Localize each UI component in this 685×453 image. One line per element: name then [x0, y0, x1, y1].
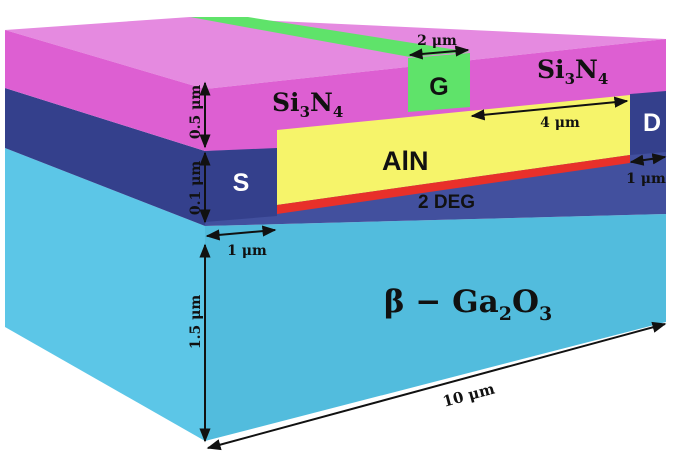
source-width-arrow	[205, 225, 277, 241]
gate-drain-arrow	[470, 96, 629, 121]
channel-label: 2 DEG	[418, 192, 475, 213]
dark-band-front	[5, 88, 205, 226]
gate-width-arrow	[408, 45, 470, 60]
gate-width-label: 2 μm	[417, 33, 457, 49]
gate-top-strip	[190, 17, 470, 57]
passivation-thickness-label: 0.5 μm	[188, 85, 204, 139]
passivation-left-label: Si3N4	[272, 88, 343, 121]
source-width-label: 1 μm	[227, 243, 267, 259]
device-length-arrow	[206, 321, 667, 451]
gate-label: G	[429, 73, 448, 101]
drain-width-arrow	[629, 153, 667, 166]
substrate-front-face	[5, 148, 205, 441]
drain-label: D	[643, 109, 661, 137]
source-label: S	[233, 169, 250, 197]
drain-contact	[630, 91, 666, 155]
gate-drain-label: 4 μm	[540, 115, 580, 131]
device-length-label: 10 μm	[441, 380, 497, 411]
drain-width-label: 1 μm	[626, 171, 666, 187]
two-deg-channel	[277, 155, 630, 214]
aln-barrier-layer	[277, 95, 630, 205]
substrate-label: β − Ga2O3	[384, 284, 552, 325]
gate-electrode	[408, 53, 470, 112]
passivation-top-face	[5, 17, 666, 89]
source-contact	[205, 148, 277, 222]
passivation-right-label: Si3N4	[537, 55, 608, 88]
barrier-thickness-label: 0.1 μm	[188, 161, 204, 215]
substrate-thickness-label: 1.5 μm	[188, 295, 204, 349]
passivation-front-face	[5, 30, 205, 151]
substrate-side-face	[205, 214, 666, 441]
barrier-label: AlN	[382, 146, 429, 176]
